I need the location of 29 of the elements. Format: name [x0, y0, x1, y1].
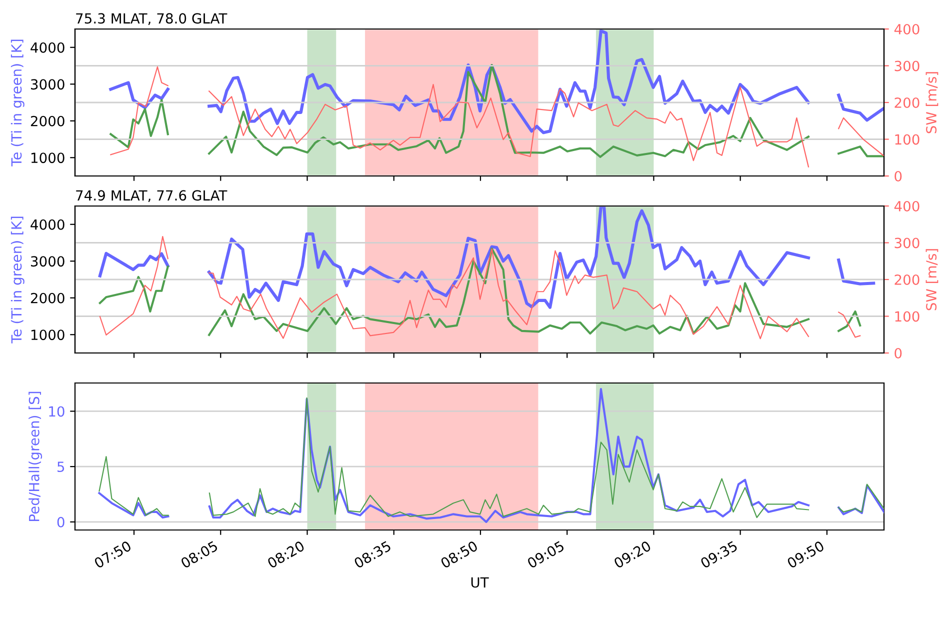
- y-tick-label: 3000: [30, 256, 64, 267]
- y-axis-title: Ped/Hall(green) [S]: [28, 392, 42, 521]
- y2-tick-label: 400: [894, 200, 920, 212]
- y2-tick-label: 200: [894, 97, 920, 108]
- y-axis-title: Te (Ti in green) [K]: [10, 216, 24, 344]
- y-tick-label: 2000: [30, 116, 64, 126]
- y2-tick-label: 200: [894, 274, 920, 285]
- chart-title: 75.3 MLAT, 78.0 GLAT: [76, 13, 228, 26]
- y-tick-label: 4000: [30, 219, 64, 230]
- y-tick-label: 1000: [31, 330, 64, 340]
- y-tick-label: 4000: [30, 42, 64, 53]
- y-tick-label: 10: [49, 406, 64, 417]
- y2-tick-label: 0: [894, 348, 902, 358]
- y2-tick-label: 0: [894, 170, 902, 182]
- y2-tick-label: 300: [894, 60, 920, 72]
- y2-tick-label: 400: [894, 24, 920, 34]
- y-tick-label: 0: [57, 516, 64, 528]
- y-tick-label: 1000: [31, 152, 64, 164]
- y2-tick-label: 100: [895, 311, 920, 322]
- y-tick-label: 2000: [30, 292, 64, 304]
- y2-tick-label: 300: [894, 238, 920, 248]
- y2-axis-title: SW [m/s]: [926, 72, 938, 134]
- chart-title: 74.9 MLAT, 77.6 GLAT: [76, 190, 228, 202]
- x-axis-title: UT: [471, 577, 489, 588]
- y2-tick-label: 100: [895, 134, 920, 145]
- y2-axis-title: SW [m/s]: [926, 249, 938, 310]
- y-axis-title: Te (Ti in green) [K]: [10, 40, 24, 166]
- y-tick-label: 5: [58, 462, 64, 472]
- y-tick-label: 3000: [30, 79, 64, 90]
